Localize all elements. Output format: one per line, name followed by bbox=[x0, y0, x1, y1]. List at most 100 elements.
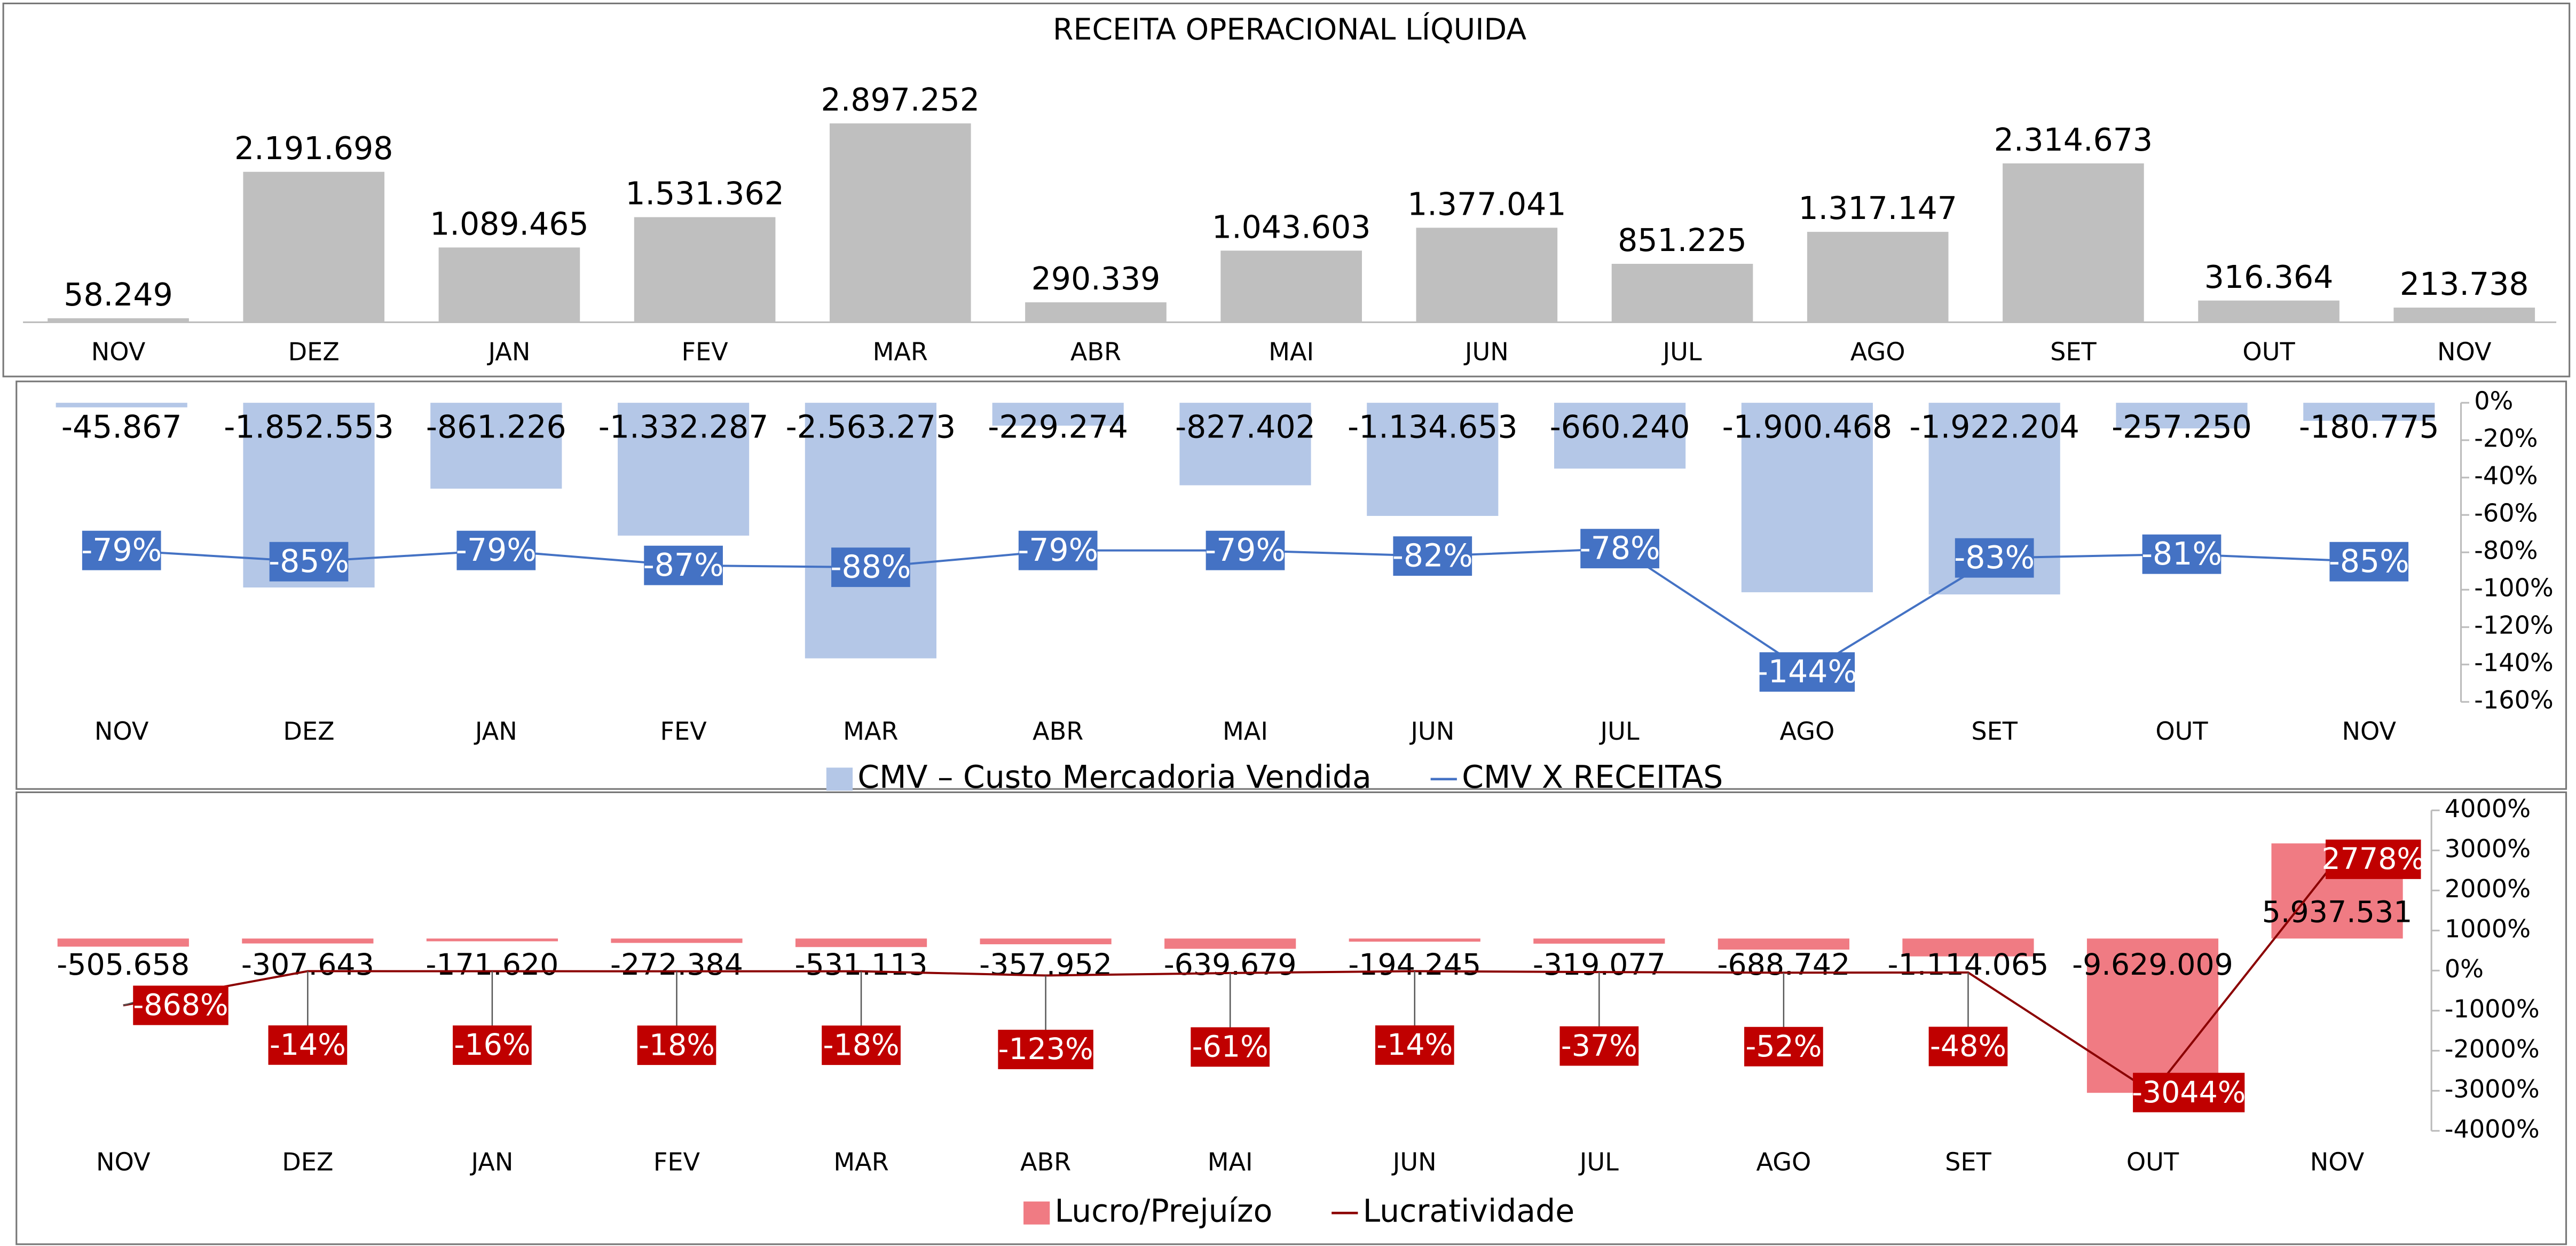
y2-tick-label: -140% bbox=[2474, 648, 2554, 677]
panel-frame bbox=[15, 791, 2567, 1245]
legend-swatch bbox=[826, 767, 853, 791]
data-label: -180.775 bbox=[2299, 409, 2439, 445]
data-label: 851.225 bbox=[1618, 222, 1747, 258]
data-label: -2.563.273 bbox=[786, 409, 956, 445]
data-label-box bbox=[1744, 1026, 1823, 1067]
x-tick-label: JAN bbox=[474, 717, 517, 746]
data-label-box bbox=[1393, 536, 1472, 576]
legend-label: CMV X RECEITAS bbox=[1462, 759, 1723, 795]
data-label-box bbox=[1191, 1027, 1270, 1067]
data-label: 1.089.465 bbox=[430, 206, 589, 242]
data-label: -18% bbox=[823, 1028, 900, 1062]
y2-tick-label: -3000% bbox=[2445, 1075, 2540, 1103]
x-tick-label: FEV bbox=[681, 337, 728, 366]
x-tick-label: ABR bbox=[1020, 1147, 1071, 1176]
data-label: 1.377.041 bbox=[1407, 186, 1566, 223]
data-label: -83% bbox=[1954, 539, 2035, 576]
data-label-box bbox=[637, 1025, 716, 1065]
x-tick-label: AGO bbox=[1779, 717, 1834, 746]
x-tick-label: NOV bbox=[2342, 717, 2396, 746]
x-tick-label: JUN bbox=[1463, 337, 1509, 366]
data-label: 2.191.698 bbox=[234, 130, 393, 167]
y2-tick-label: 2000% bbox=[2445, 874, 2531, 903]
x-tick-label: OUT bbox=[2126, 1147, 2179, 1176]
x-tick-label: MAI bbox=[1269, 337, 1314, 366]
data-label: -37% bbox=[1561, 1029, 1637, 1063]
data-label: -79% bbox=[1205, 532, 1286, 568]
data-label: -1.900.468 bbox=[1722, 409, 1893, 445]
data-label: -505.658 bbox=[57, 948, 190, 982]
y2-tick-label: -100% bbox=[2474, 574, 2554, 602]
data-label: -827.402 bbox=[1175, 409, 1315, 445]
data-label: -861.226 bbox=[426, 409, 566, 445]
x-tick-label: JAN bbox=[469, 1147, 513, 1176]
data-label: -79% bbox=[456, 532, 537, 568]
y2-tick-label: -40% bbox=[2474, 461, 2538, 490]
data-label-box bbox=[822, 1025, 901, 1065]
bar bbox=[242, 938, 374, 944]
data-label-box bbox=[2142, 534, 2221, 574]
bar bbox=[1416, 228, 1558, 323]
y2-tick-label: 0% bbox=[2474, 387, 2513, 416]
bar bbox=[1025, 302, 1167, 323]
bar bbox=[980, 938, 1112, 945]
data-label: -61% bbox=[1192, 1030, 1269, 1064]
data-label: -1.134.653 bbox=[1348, 409, 1518, 445]
data-label: -868% bbox=[133, 989, 228, 1023]
x-tick-label: NOV bbox=[96, 1147, 151, 1176]
x-tick-label: AGO bbox=[1850, 337, 1905, 366]
x-tick-label: JUN bbox=[1391, 1147, 1437, 1176]
data-label: -87% bbox=[643, 547, 724, 583]
x-tick-label: NOV bbox=[91, 337, 146, 366]
x-tick-label: DEZ bbox=[288, 337, 340, 366]
y2-tick-label: 0% bbox=[2445, 954, 2484, 983]
data-label: -45.867 bbox=[61, 409, 182, 445]
data-label-box bbox=[82, 530, 161, 570]
data-label-box bbox=[1928, 1026, 2008, 1067]
y2-tick-label: -20% bbox=[2474, 424, 2538, 453]
bar bbox=[2393, 307, 2535, 323]
data-label-box bbox=[1955, 538, 2034, 578]
x-tick-label: JUL bbox=[1599, 717, 1640, 746]
data-label: 2778% bbox=[2322, 842, 2425, 876]
data-label-box bbox=[1018, 530, 1098, 570]
x-tick-label: FEV bbox=[653, 1147, 700, 1176]
data-label: 1.531.362 bbox=[625, 176, 784, 212]
data-label: -1.852.553 bbox=[224, 409, 394, 445]
data-label: -14% bbox=[1376, 1028, 1453, 1062]
data-label-box bbox=[269, 542, 349, 582]
legend-label: Lucratividade bbox=[1363, 1193, 1575, 1229]
data-label: -660.240 bbox=[1550, 409, 1690, 445]
data-label-box bbox=[1759, 652, 1855, 692]
data-label: 2.897.252 bbox=[821, 82, 980, 118]
bar bbox=[1807, 232, 1949, 323]
y2-tick-label: -160% bbox=[2474, 686, 2554, 715]
bar bbox=[2003, 163, 2144, 323]
data-label-box bbox=[456, 530, 536, 570]
x-tick-label: JUN bbox=[1409, 717, 1454, 746]
data-label-box bbox=[998, 1030, 1093, 1069]
bar bbox=[438, 247, 580, 323]
data-label: -123% bbox=[998, 1032, 1093, 1067]
x-tick-label: OUT bbox=[2155, 717, 2208, 746]
bar bbox=[1741, 403, 1873, 592]
x-tick-label: JAN bbox=[486, 337, 530, 366]
y2-tick-label: 4000% bbox=[2445, 794, 2531, 823]
panel-frame bbox=[2, 2, 2571, 378]
bar bbox=[1367, 403, 1499, 516]
bar bbox=[1718, 938, 1849, 950]
x-tick-label: JUL bbox=[1578, 1147, 1619, 1176]
x-tick-label: SET bbox=[1971, 717, 2018, 746]
bar bbox=[2086, 938, 2219, 1093]
data-label: -1.332.287 bbox=[598, 409, 769, 445]
data-label-box bbox=[2326, 840, 2421, 879]
x-tick-label: NOV bbox=[2437, 337, 2492, 366]
bar bbox=[48, 318, 189, 323]
bar bbox=[56, 403, 187, 408]
data-label-box bbox=[1206, 530, 1285, 570]
legend-label: Lucro/Prejuízo bbox=[1055, 1193, 1273, 1229]
bar bbox=[618, 403, 750, 536]
bar bbox=[426, 938, 558, 942]
x-tick-label: AGO bbox=[1756, 1147, 1811, 1176]
